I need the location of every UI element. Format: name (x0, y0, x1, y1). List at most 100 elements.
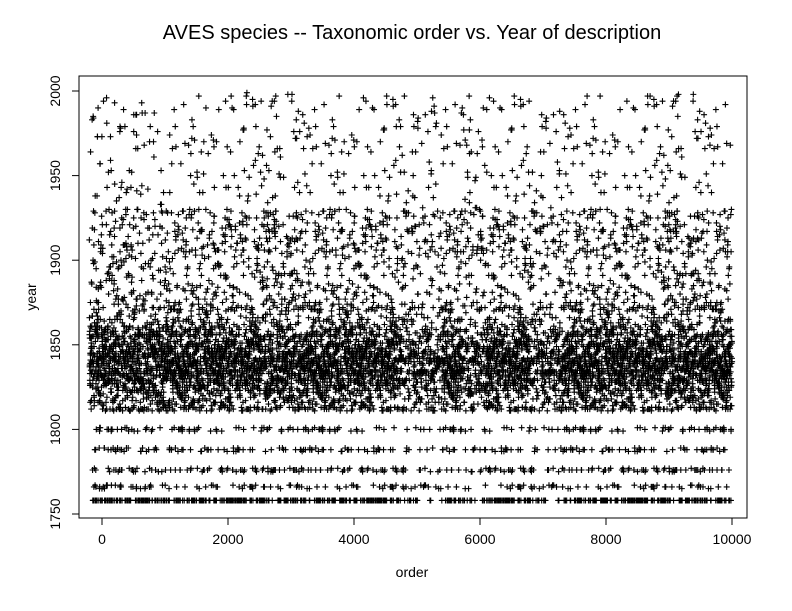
data-point (313, 483, 320, 490)
data-point (104, 323, 111, 330)
data-point (401, 301, 408, 308)
data-point (128, 241, 135, 248)
data-point (272, 233, 279, 240)
data-point (194, 235, 201, 242)
data-point (415, 115, 422, 122)
data-point (311, 106, 318, 113)
data-point (243, 221, 250, 228)
data-point (422, 111, 429, 118)
data-point (172, 123, 179, 130)
data-point (224, 143, 231, 150)
data-point (133, 187, 140, 194)
data-point (229, 482, 236, 489)
data-point (104, 184, 111, 191)
data-point (207, 209, 214, 216)
data-point (97, 316, 104, 323)
data-point (92, 446, 99, 453)
data-point (149, 272, 156, 279)
data-point (86, 328, 93, 335)
data-point (138, 99, 145, 106)
data-point (151, 216, 158, 223)
data-point (124, 186, 131, 193)
data-point (258, 98, 265, 105)
data-point (124, 247, 131, 254)
data-point (127, 373, 134, 380)
data-point (301, 170, 308, 177)
data-point (312, 219, 319, 226)
data-point (295, 313, 302, 320)
data-point (88, 280, 95, 287)
data-point (150, 304, 157, 311)
data-point (312, 123, 319, 130)
data-point (120, 106, 127, 113)
points-layer (86, 89, 736, 504)
data-point (269, 263, 276, 270)
data-point (284, 316, 291, 323)
data-point (260, 301, 267, 308)
data-point (247, 296, 254, 303)
data-point (114, 313, 121, 320)
data-point (291, 226, 298, 233)
data-point (403, 199, 410, 206)
data-point (343, 483, 350, 490)
data-point (386, 255, 393, 262)
data-point (336, 93, 343, 100)
data-point (397, 123, 404, 130)
data-point (215, 446, 222, 453)
data-point (129, 274, 136, 281)
data-point (370, 292, 377, 299)
data-point (280, 263, 287, 270)
data-point (89, 377, 96, 384)
data-point (241, 167, 248, 174)
data-point (163, 269, 170, 276)
data-point (222, 98, 229, 105)
data-point (410, 275, 417, 282)
data-point (330, 291, 337, 298)
data-point (189, 226, 196, 233)
data-point (101, 485, 108, 492)
data-point (168, 160, 175, 167)
data-point (424, 446, 431, 453)
data-point (347, 428, 354, 435)
data-point (223, 296, 230, 303)
data-point (334, 174, 341, 181)
data-point (395, 279, 402, 286)
data-point (346, 277, 353, 284)
data-point (256, 235, 263, 242)
data-point (416, 407, 423, 414)
data-point (272, 93, 279, 100)
data-point (95, 306, 102, 313)
data-point (424, 314, 431, 321)
data-point (380, 446, 387, 453)
data-point (90, 115, 97, 122)
data-point (183, 272, 190, 279)
data-point (393, 214, 400, 221)
data-point (295, 108, 302, 115)
data-point (304, 219, 311, 226)
data-point (268, 446, 275, 453)
data-point (418, 140, 425, 147)
data-point (128, 335, 135, 342)
data-point (376, 192, 383, 199)
data-point (240, 258, 247, 265)
data-point (114, 285, 121, 292)
data-point (113, 380, 120, 387)
data-point (194, 174, 201, 181)
data-point (425, 184, 432, 191)
data-point (120, 216, 127, 223)
data-point (328, 313, 335, 320)
data-point (379, 209, 386, 216)
data-point (359, 428, 366, 435)
data-point (200, 170, 207, 177)
data-point (351, 184, 358, 191)
data-point (129, 394, 136, 401)
data-point (129, 324, 136, 331)
data-point (130, 287, 137, 294)
data-point (134, 296, 141, 303)
data-point (242, 329, 249, 336)
data-point (254, 399, 261, 406)
data-point (158, 240, 165, 247)
data-point (116, 225, 123, 232)
data-point (410, 111, 417, 118)
data-point (87, 299, 94, 306)
